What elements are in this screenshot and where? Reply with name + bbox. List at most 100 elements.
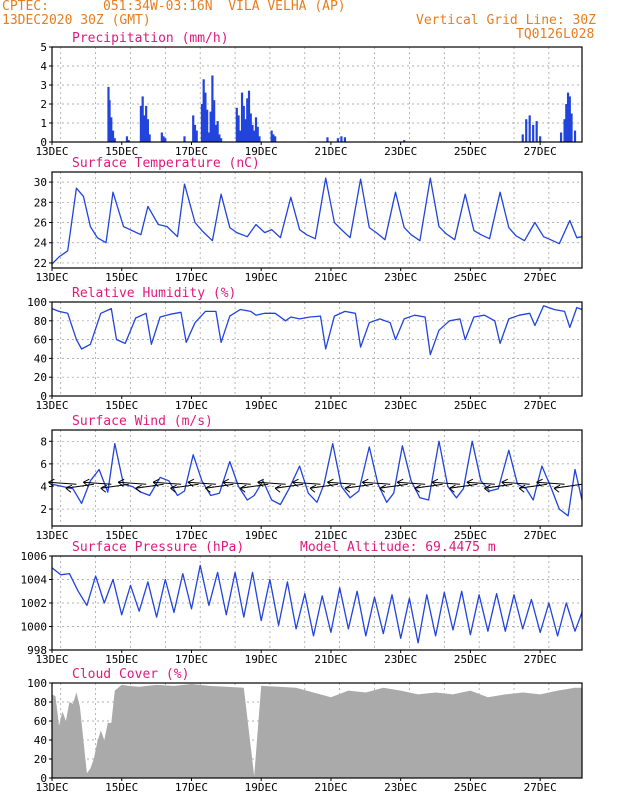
panel-frame (51, 429, 583, 527)
wind-arrow (379, 483, 408, 493)
y-tick-label: 998 (27, 644, 47, 657)
x-tick-label: 13DEC (35, 653, 68, 666)
x-tick-label: 17DEC (175, 781, 208, 794)
wind-arrow (309, 483, 339, 493)
x-tick-label: 15DEC (105, 529, 138, 542)
wind-arrow-shaft (135, 483, 164, 489)
x-tick-label: 19DEC (245, 399, 278, 412)
x-tick-label: 27DEC (524, 271, 557, 284)
precip-bar (253, 130, 256, 142)
precip-bar (535, 121, 538, 142)
y-tick-label: 100 (27, 677, 47, 690)
model-altitude: Model Altitude: 69.4475 m (300, 540, 496, 555)
wind-arrow-shaft (100, 483, 129, 489)
precip-bar (213, 100, 216, 142)
series-line (51, 305, 583, 356)
wind-arrow (239, 483, 269, 493)
x-tick-label: 25DEC (454, 399, 487, 412)
precip-bar (139, 105, 143, 142)
precip-bar (183, 136, 186, 142)
y-tick-label: 8 (40, 435, 47, 448)
wind-arrow-shaft (222, 481, 251, 485)
x-tick-label: 27DEC (524, 399, 557, 412)
x-tick-label: 21DEC (314, 653, 347, 666)
x-tick-label: 19DEC (245, 529, 278, 542)
wind-arrow-shaft (153, 481, 182, 485)
precip-bar (240, 92, 244, 142)
wind-arrow (466, 478, 495, 487)
x-tick-label: 13DEC (35, 271, 68, 284)
wind-arrow-shaft (397, 481, 426, 485)
wind-arrow-shaft (48, 481, 77, 485)
panel-frame (51, 46, 583, 143)
x-tick-label: 17DEC (175, 653, 208, 666)
precip-bar (258, 136, 261, 142)
wind-arrow (100, 483, 129, 493)
header-model: TQ0126L028 (516, 27, 595, 42)
precip-bar (220, 138, 223, 142)
panel-3: 0 20 40 60 80 100 13DEC 15DEC 17DEC 19DEC 21DEC 23D… (27, 286, 583, 412)
precip-bar (164, 138, 167, 142)
x-tick-label: 27DEC (524, 529, 557, 542)
wind-arrow-head (100, 484, 107, 493)
wind-arrow-shaft (65, 483, 94, 489)
y-tick-label: 30 (34, 176, 47, 189)
x-tick-label: 27DEC (524, 781, 557, 794)
precip-bar (125, 136, 129, 142)
precip-bar (148, 134, 151, 142)
y-tick-label: 60 (34, 715, 47, 728)
wind-arrow (83, 478, 112, 487)
x-tick-label: 23DEC (384, 781, 417, 794)
wind-arrow (501, 478, 530, 487)
precip-bar (559, 132, 563, 142)
wind-arrow-shaft (240, 483, 269, 489)
x-tick-label: 25DEC (454, 781, 487, 794)
header-run: 13DEC2020 30Z (GMT) (2, 13, 151, 28)
x-tick-label: 19DEC (245, 145, 278, 158)
wind-arrow (170, 483, 199, 493)
y-tick-label: 28 (34, 196, 47, 209)
wind-arrow-shaft (501, 481, 530, 485)
precip-bar (272, 134, 275, 142)
x-tick-label: 19DEC (245, 653, 278, 666)
y-tick-label: 20 (34, 371, 47, 384)
panel-title: Surface Pressure (hPa) (72, 540, 244, 555)
y-tick-label: 5 (40, 41, 47, 54)
y-tick-label: 22 (34, 257, 47, 270)
wind-arrow-head (222, 478, 230, 487)
wind-arrow-head (449, 484, 456, 493)
x-tick-label: 15DEC (105, 781, 138, 794)
wind-arrow-head (257, 478, 264, 487)
precip-bar (108, 100, 111, 142)
y-tick-label: 0 (40, 772, 47, 785)
x-tick-label: 25DEC (454, 529, 487, 542)
precip-bar (209, 111, 212, 142)
precip-bar (528, 115, 531, 142)
precip-bar (202, 79, 205, 142)
precip-bar (251, 124, 254, 142)
wind-arrow-head (327, 478, 334, 487)
x-tick-label: 21DEC (314, 271, 347, 284)
wind-arrow-head (187, 478, 195, 487)
wind-arrow-shaft (519, 483, 548, 489)
wind-arrow-head (396, 478, 404, 487)
wind-arrow-shaft (292, 481, 321, 485)
wind-arrow-shaft (466, 481, 495, 485)
panel-6: 0 20 40 60 80 100 13DEC 15DEC 17DEC 19DEC 21DEC 23D… (27, 667, 583, 794)
x-tick-label: 17DEC (175, 399, 208, 412)
precip-bar (340, 136, 343, 142)
panel-title: Cloud Cover (%) (72, 667, 189, 682)
y-tick-label: 1002 (21, 597, 48, 610)
precip-bar (336, 138, 340, 142)
wind-arrow (414, 483, 443, 493)
x-tick-label: 17DEC (175, 145, 208, 158)
y-tick-label: 20 (34, 753, 47, 766)
precip-bar (249, 113, 252, 142)
wind-arrow-head (518, 484, 526, 493)
x-tick-label: 21DEC (314, 145, 347, 158)
y-tick-label: 40 (34, 734, 47, 747)
y-tick-label: 2 (40, 98, 47, 111)
x-tick-label: 25DEC (454, 145, 487, 158)
wind-arrow (292, 478, 321, 487)
